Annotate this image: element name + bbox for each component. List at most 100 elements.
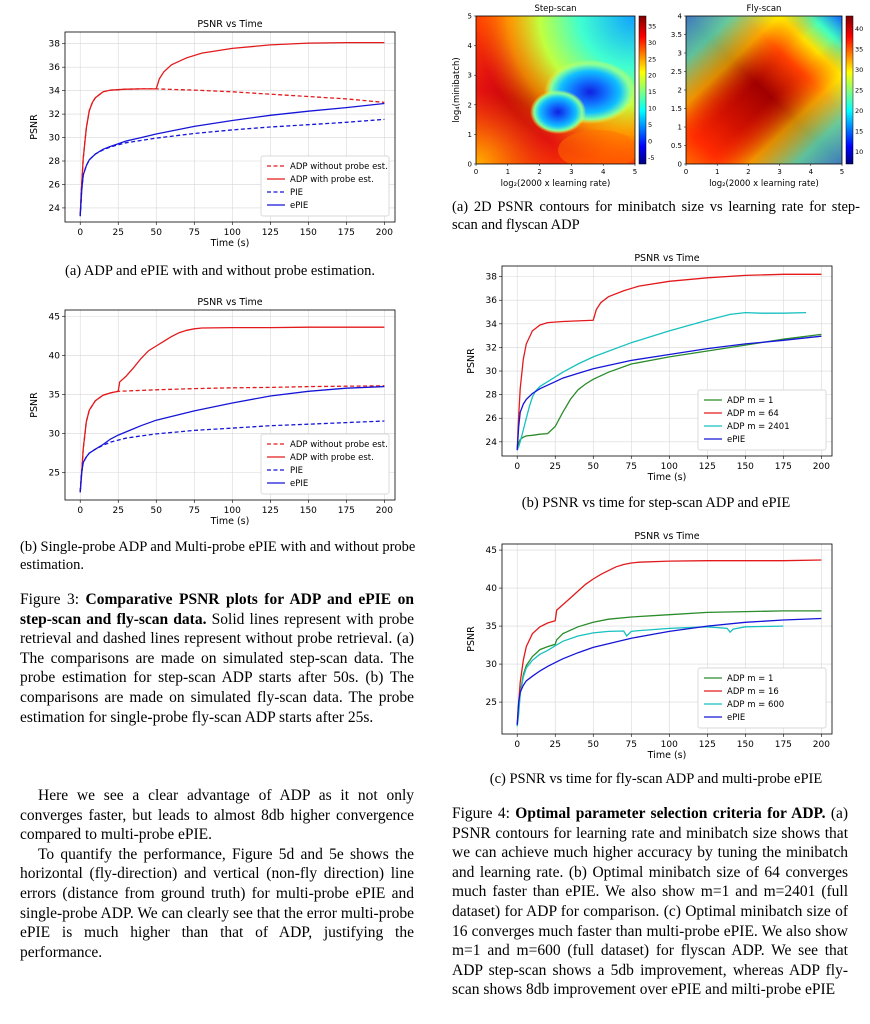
y-tick-label: 35 (49, 390, 60, 400)
series-line (516, 311, 807, 451)
y-tick-label: 24 (486, 438, 498, 448)
x-axis-label: log₂(2000 x learning rate) (709, 179, 819, 189)
figure4-caption-text: (a) PSNR contours for learning rate and … (452, 805, 849, 999)
legend-label: ADP m = 64 (727, 409, 779, 419)
x-tick-label: 125 (262, 228, 279, 238)
series-line (79, 102, 385, 217)
y-tick-label: 40 (49, 351, 61, 361)
legend-box (697, 389, 827, 451)
x-tick-label: 4 (601, 168, 606, 176)
fig4a-subcaption: (a) 2D PSNR contours for minibatch size … (452, 199, 860, 233)
x-tick-label: 25 (549, 740, 560, 750)
y-tick-label: 34 (486, 320, 498, 330)
x-tick-label: 175 (338, 228, 355, 238)
fig3a-chart: 0 25 50 75 100 125 150 175 200 24 26 28 30 32 34 36 38 PS… (29, 19, 396, 249)
legend-box (260, 433, 390, 495)
y-tick-label: 30 (486, 367, 498, 377)
x-tick-label: 175 (775, 740, 792, 750)
y-tick-label: 30 (49, 134, 61, 144)
legend-label: ADP without probe est. (290, 162, 388, 172)
y-tick-label: 0 (468, 161, 472, 169)
y-axis-label: log₄(minibatch) (452, 57, 462, 122)
legend-box (697, 667, 827, 729)
x-tick-label: 25 (549, 462, 560, 472)
series-group (516, 559, 822, 727)
grid (502, 266, 832, 456)
colorbar-tick-label: 20 (648, 72, 656, 80)
x-axis-label: Time (s) (647, 750, 687, 761)
figure3-caption: Figure 3: Comparative PSNR plots for ADP… (20, 590, 414, 727)
x-tick-label: 75 (189, 228, 200, 238)
legend: ADP m = 1 ADP m = 64 ADP m = 2401 ePIE (697, 389, 827, 451)
fly-scan-heatmap (686, 16, 842, 164)
x-tick-label: 75 (626, 740, 637, 750)
colorbar-tick-label: -5 (648, 154, 654, 162)
y-tick-label: 36 (49, 63, 61, 73)
series-group (79, 41, 385, 217)
colorbar-tick-label: 20 (855, 107, 863, 115)
series-line (516, 273, 822, 451)
x-tick-label: 5 (840, 168, 844, 176)
y-tick-label: 38 (486, 273, 498, 283)
y-tick-label: 4 (678, 13, 683, 21)
y-axis-label: PSNR (466, 626, 477, 652)
x-tick-label: 1 (715, 168, 719, 176)
y-tick-label: 5 (468, 13, 472, 21)
y-tick-label: 1 (678, 124, 682, 132)
chart-title: PSNR vs Time (197, 297, 262, 308)
y-tick-label: 25 (49, 469, 60, 479)
y-tick-label: 30 (49, 430, 61, 440)
x-tick-label: 2 (746, 168, 750, 176)
y-tick-label: 3 (678, 50, 682, 58)
figure4-caption: Figure 4: Optimal parameter selection cr… (452, 804, 848, 1000)
y-tick-label: 26 (49, 180, 61, 190)
figure3-label: Figure 3: (20, 591, 80, 608)
fig3b-subcaption: (b) Single-probe ADP and Multi-probe ePI… (20, 539, 416, 573)
x-tick-label: 200 (813, 462, 830, 472)
plot-frame (501, 543, 833, 735)
heatmap-title: Step-scan (534, 4, 576, 14)
series-group (79, 326, 385, 493)
legend-label: ADP with probe est. (290, 453, 374, 463)
x-tick-label: 175 (338, 506, 355, 516)
x-axis-label: Time (s) (210, 238, 250, 249)
legend-label: ADP with probe est. (290, 175, 374, 185)
legend-label: ADP without probe est. (290, 440, 388, 450)
x-tick-label: 150 (300, 228, 317, 238)
colorbar-tick-label: 40 (855, 25, 863, 33)
legend-label: ePIE (727, 435, 745, 445)
y-tick-label: 2 (468, 101, 472, 109)
x-tick-label: 4 (809, 168, 814, 176)
y-tick-label: 24 (49, 204, 61, 214)
colorbar-tick-label: 15 (855, 128, 863, 136)
x-tick-label: 200 (813, 740, 830, 750)
x-tick-label: 200 (376, 506, 393, 516)
y-tick-label: 28 (49, 157, 61, 167)
x-tick-label: 1 (506, 168, 510, 176)
plot-frame (64, 309, 396, 501)
heatmap-title: Fly-scan (747, 4, 782, 14)
legend-label: PIE (290, 188, 303, 198)
colorbar-tick-label: 5 (648, 121, 652, 129)
x-tick-label: 50 (151, 506, 163, 516)
x-tick-label: 3 (777, 168, 781, 176)
series-group (516, 273, 822, 451)
x-tick-label: 0 (684, 168, 688, 176)
x-tick-label: 0 (514, 740, 520, 750)
y-tick-label: 32 (49, 110, 60, 120)
fly-scan-colorbar (845, 15, 854, 165)
fig3b-chart: 0 25 50 75 100 125 150 175 200 25 30 35 40 45 PSNR vs … (29, 297, 396, 527)
colorbar-tick-label: 15 (648, 88, 656, 96)
y-tick-label: 30 (486, 660, 498, 670)
x-tick-label: 3 (569, 168, 573, 176)
x-tick-label: 0 (77, 228, 83, 238)
series-line (516, 333, 822, 451)
fig4c-subcaption: (c) PSNR vs time for fly-scan ADP and mu… (489, 771, 823, 787)
x-tick-label: 100 (661, 462, 678, 472)
y-axis-label: PSNR (29, 114, 40, 140)
colorbar-tick-label: 25 (855, 87, 863, 95)
y-tick-label: 36 (486, 296, 498, 306)
y-tick-label: 34 (49, 87, 61, 97)
chart-title: PSNR vs Time (634, 253, 699, 264)
x-tick-label: 125 (699, 740, 716, 750)
